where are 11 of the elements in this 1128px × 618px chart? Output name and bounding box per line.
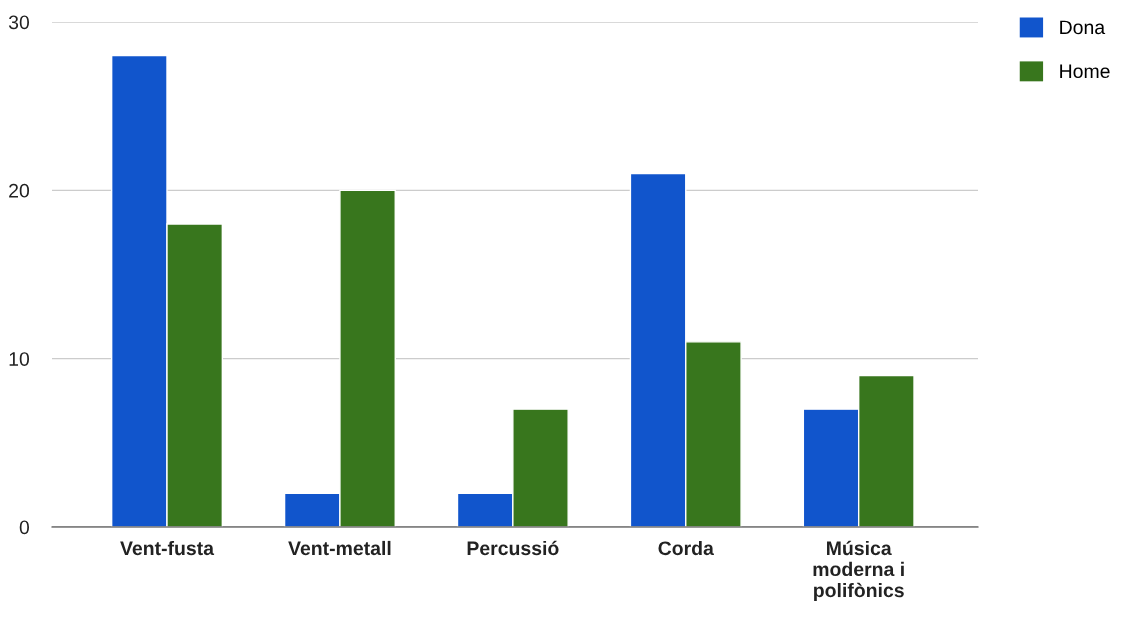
x-tick-label: Vent-metall — [288, 540, 391, 556]
x-tick-label: Percussió — [467, 540, 559, 556]
legend-label: Dona — [1060, 20, 1106, 35]
y-tick-label: 10 — [9, 352, 30, 366]
x-tick-label: Vent-fusta — [120, 540, 215, 556]
x-tick-label: Corda — [658, 540, 714, 556]
x-tick-label: Música moderna i polifònics — [813, 540, 904, 602]
y-tick-label: 0 — [19, 520, 30, 535]
y-tick-label: 30 — [8, 15, 30, 30]
y-tick-label: 20 — [9, 183, 30, 198]
legend-label: Home — [1060, 64, 1110, 79]
